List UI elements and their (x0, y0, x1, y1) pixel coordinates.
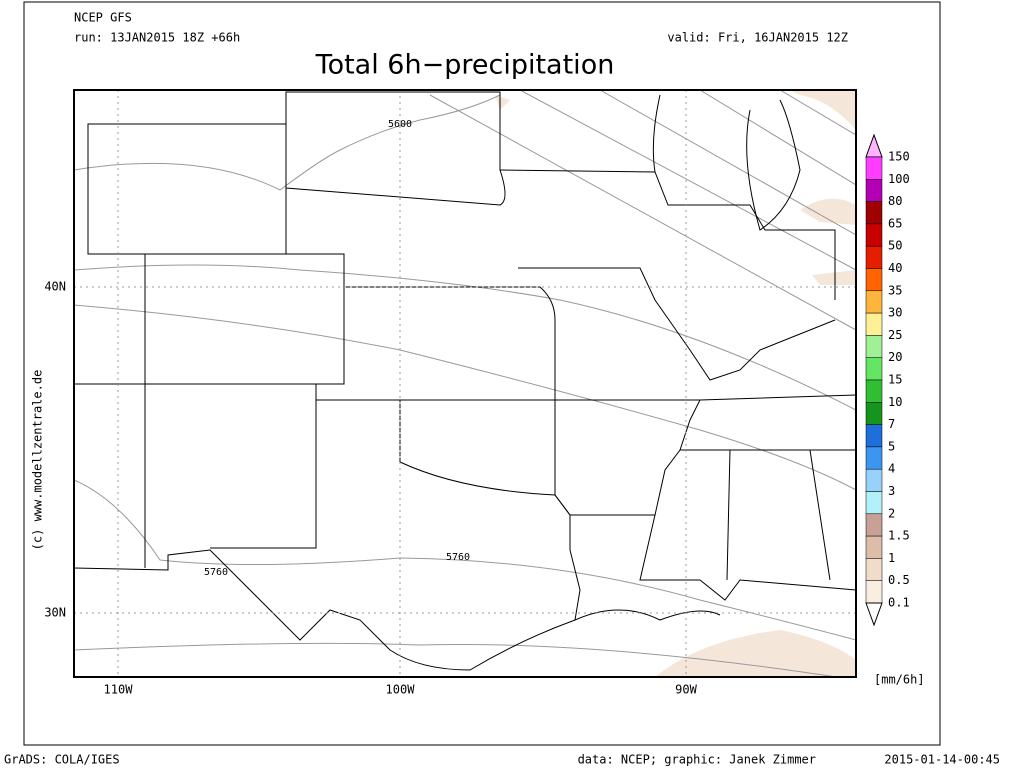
colorbar-label: 80 (888, 194, 902, 208)
colorbar-label: 50 (888, 239, 902, 253)
colorbar-label: 0.1 (888, 596, 910, 610)
lat-label: 40N (44, 280, 66, 294)
colorbar-label: 4 (888, 462, 895, 476)
colorbar-segment (865, 535, 883, 559)
colorbar-label: 3 (888, 484, 895, 498)
colorbar-segment (865, 580, 883, 604)
outer-frame (23, 1, 941, 746)
colorbar-segment (865, 402, 883, 425)
map: 40N 30N 110W 100W 90W 5600 5760 5760 (c)… (31, 89, 857, 697)
lat-label: 30N (44, 606, 66, 620)
valid: valid: Fri, 16JAN2015 12Z (667, 31, 848, 45)
colorbar-label: 2 (888, 506, 895, 520)
colorbar-segment (865, 201, 883, 225)
colorbar-label: 7 (888, 417, 895, 431)
colorbar-label: 65 (888, 216, 902, 230)
colorbar-label: 0.5 (888, 573, 910, 587)
colorbar-label: 40 (888, 261, 902, 275)
lon-label: 110W (104, 683, 134, 697)
legend: [mm/6h] 150 100 80 65 50 40 35 30 25 20 15 10 7 5 4 3 2 1… (865, 133, 925, 687)
colorbar-segment (865, 513, 883, 537)
colorbar-label: 5 (888, 439, 895, 453)
colorbar-segment (865, 558, 883, 581)
colorbar-label: 1.5 (888, 529, 910, 543)
colorbar-segment (865, 424, 883, 448)
model: NCEP GFS (74, 11, 132, 25)
contours (74, 90, 856, 677)
colorbar-arrow (865, 602, 883, 627)
contour-label: 5600 (388, 119, 412, 130)
contour-label: 5760 (204, 567, 228, 578)
credit: data: NCEP; graphic: Janek Zimmer (578, 753, 816, 767)
software: GrADS: COLA/IGES (4, 753, 120, 767)
colorbar-segment (865, 491, 883, 515)
colorbar-segment (865, 335, 883, 358)
colorbar-label: 1 (888, 551, 895, 565)
colorbar-label: 10 (888, 395, 902, 409)
colorbar-arrow (865, 133, 883, 158)
unit: [mm/6h] (874, 673, 925, 687)
colorbar-segment (865, 290, 883, 314)
colorbar-segment (865, 179, 883, 202)
colorbar-label: 20 (888, 350, 902, 364)
lon-label: 90W (675, 683, 697, 697)
colorbar-segment (865, 468, 883, 492)
timestamp: 2015-01-14-00:45 (884, 753, 1000, 767)
title: Total 6h−precipitation (315, 50, 615, 81)
colorbar-label: 15 (888, 373, 902, 387)
colorbar-segment (865, 357, 883, 381)
copyright: (c) www.modellzentrale.de (31, 370, 45, 551)
colorbar-segment (865, 156, 883, 180)
colorbar-segment (865, 379, 883, 403)
colorbar-label: 25 (888, 328, 902, 342)
run: run: 13JAN2015 18Z +66h (74, 31, 240, 45)
colorbar-label: 100 (888, 172, 910, 186)
contour-label: 5760 (446, 552, 470, 563)
lon-label: 100W (386, 683, 416, 697)
colorbar-label: 35 (888, 283, 902, 297)
borders (74, 91, 856, 671)
colorbar-label: 30 (888, 306, 902, 320)
colorbar-segment (865, 312, 883, 336)
colorbar-label: 150 (888, 150, 910, 164)
colorbar-segment (865, 446, 883, 470)
map-frame (73, 89, 857, 678)
colorbar-segment (865, 223, 883, 247)
colorbar-segment (865, 245, 883, 269)
colorbar-segment (865, 268, 883, 292)
